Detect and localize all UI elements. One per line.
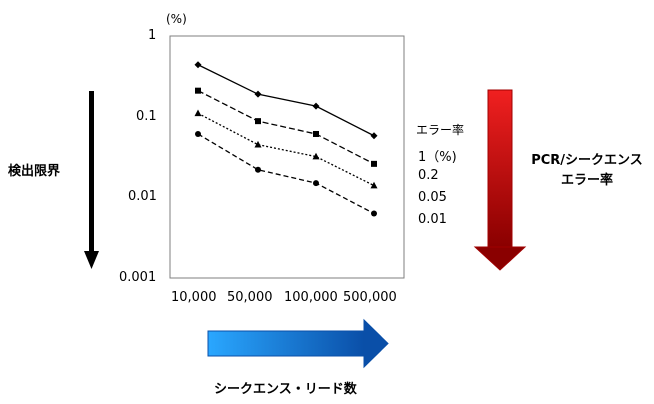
data-point-s0-p2 [312,102,320,110]
data-point-s0-p1 [254,90,262,98]
plot-area [169,35,405,279]
series-line-2 [197,112,375,187]
y-axis-unit: (%) [166,12,187,26]
legend-item: 0.2 [418,168,439,183]
x-tick-label: 100,000 [284,290,338,305]
error-rate-arrow-label: PCR/シークエンス エラー率 [528,151,646,191]
data-point-s2-p0 [194,109,202,117]
error-rate-arrow-label-line1: PCR/シークエンス [531,153,643,168]
error-rate-arrow [473,89,527,271]
data-point-s3-p1 [255,166,261,173]
y-tick-label: 1 [148,28,157,43]
x-tick-label: 10,000 [171,290,217,305]
data-point-s2-p2 [312,152,320,160]
data-point-s2-p3 [370,181,378,189]
series-line-3 [197,133,375,215]
error-rate-arrow-label-line2: エラー率 [560,173,613,188]
data-point-s0-p0 [194,61,202,69]
data-point-s3-p3 [371,210,377,217]
data-point-s1-p1 [255,118,261,125]
y-axis-title: 検出限界 [8,164,61,179]
legend-item: 0.01 [418,212,447,227]
legend-item: 1（%) [418,150,457,165]
series-layer [194,61,378,217]
x-axis-title: シークエンス・リード数 [214,382,357,397]
data-point-s1-p0 [195,87,201,94]
y-tick-label: 0.01 [128,189,157,204]
x-tick-label: 50,000 [227,290,273,305]
legend-title: エラー率 [416,123,465,137]
series-line-0 [197,64,375,137]
data-point-s1-p2 [313,130,319,137]
read-count-arrow [207,318,389,369]
data-point-s0-p3 [370,132,378,140]
x-tick-label: 500,000 [343,290,397,305]
detection-limit-arrow [84,91,99,269]
legend-item: 0.05 [418,190,447,205]
y-tick-label: 0.001 [119,270,157,285]
y-tick-label: 0.1 [136,109,157,124]
data-point-s1-p3 [371,160,377,167]
data-point-s2-p1 [254,140,262,148]
data-point-s3-p0 [195,130,201,137]
data-point-s3-p2 [313,180,319,187]
